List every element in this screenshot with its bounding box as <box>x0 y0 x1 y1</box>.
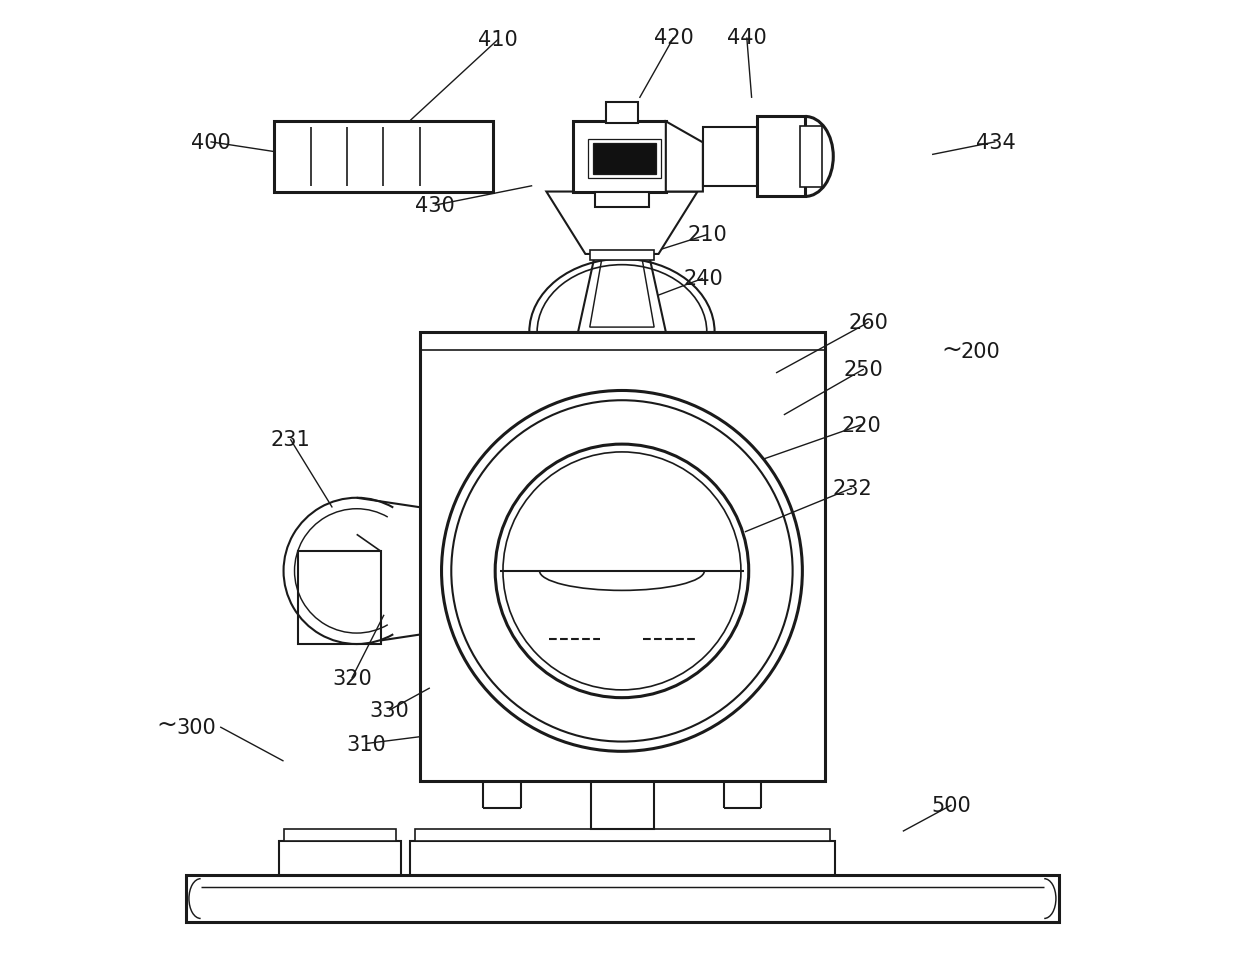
Text: 400: 400 <box>191 133 231 152</box>
Bar <box>595 192 650 208</box>
Text: 420: 420 <box>653 28 693 49</box>
Text: 240: 240 <box>683 269 723 289</box>
Text: 231: 231 <box>270 430 310 449</box>
Text: 410: 410 <box>479 30 518 51</box>
Text: 232: 232 <box>832 479 872 498</box>
Text: 300: 300 <box>176 717 216 738</box>
Bar <box>606 103 637 124</box>
Text: 430: 430 <box>415 196 455 216</box>
Bar <box>703 128 756 187</box>
Bar <box>298 552 381 645</box>
Bar <box>274 122 494 192</box>
Bar <box>415 829 830 841</box>
Bar <box>800 127 822 188</box>
Text: 440: 440 <box>727 28 766 49</box>
Polygon shape <box>578 255 666 332</box>
Polygon shape <box>590 258 655 327</box>
Bar <box>756 117 805 197</box>
Text: 500: 500 <box>931 795 971 815</box>
Text: 260: 260 <box>848 313 889 333</box>
Bar <box>573 122 666 192</box>
Bar <box>410 841 835 875</box>
Bar <box>420 332 825 781</box>
Bar <box>590 251 653 261</box>
Bar <box>279 841 401 875</box>
Text: 330: 330 <box>370 701 409 721</box>
Text: 310: 310 <box>346 734 387 753</box>
Polygon shape <box>547 192 698 255</box>
Text: 220: 220 <box>842 415 882 435</box>
Text: ~: ~ <box>156 712 177 737</box>
Text: ~: ~ <box>941 337 962 361</box>
Text: 200: 200 <box>961 342 1001 362</box>
Polygon shape <box>666 122 703 192</box>
Bar <box>593 144 656 175</box>
Text: 320: 320 <box>332 668 372 689</box>
Text: 210: 210 <box>688 226 728 245</box>
Bar <box>186 875 1059 922</box>
Text: 434: 434 <box>976 133 1016 152</box>
Bar <box>284 829 396 841</box>
Text: 250: 250 <box>844 360 884 380</box>
Bar <box>588 140 661 179</box>
Bar <box>590 776 655 829</box>
